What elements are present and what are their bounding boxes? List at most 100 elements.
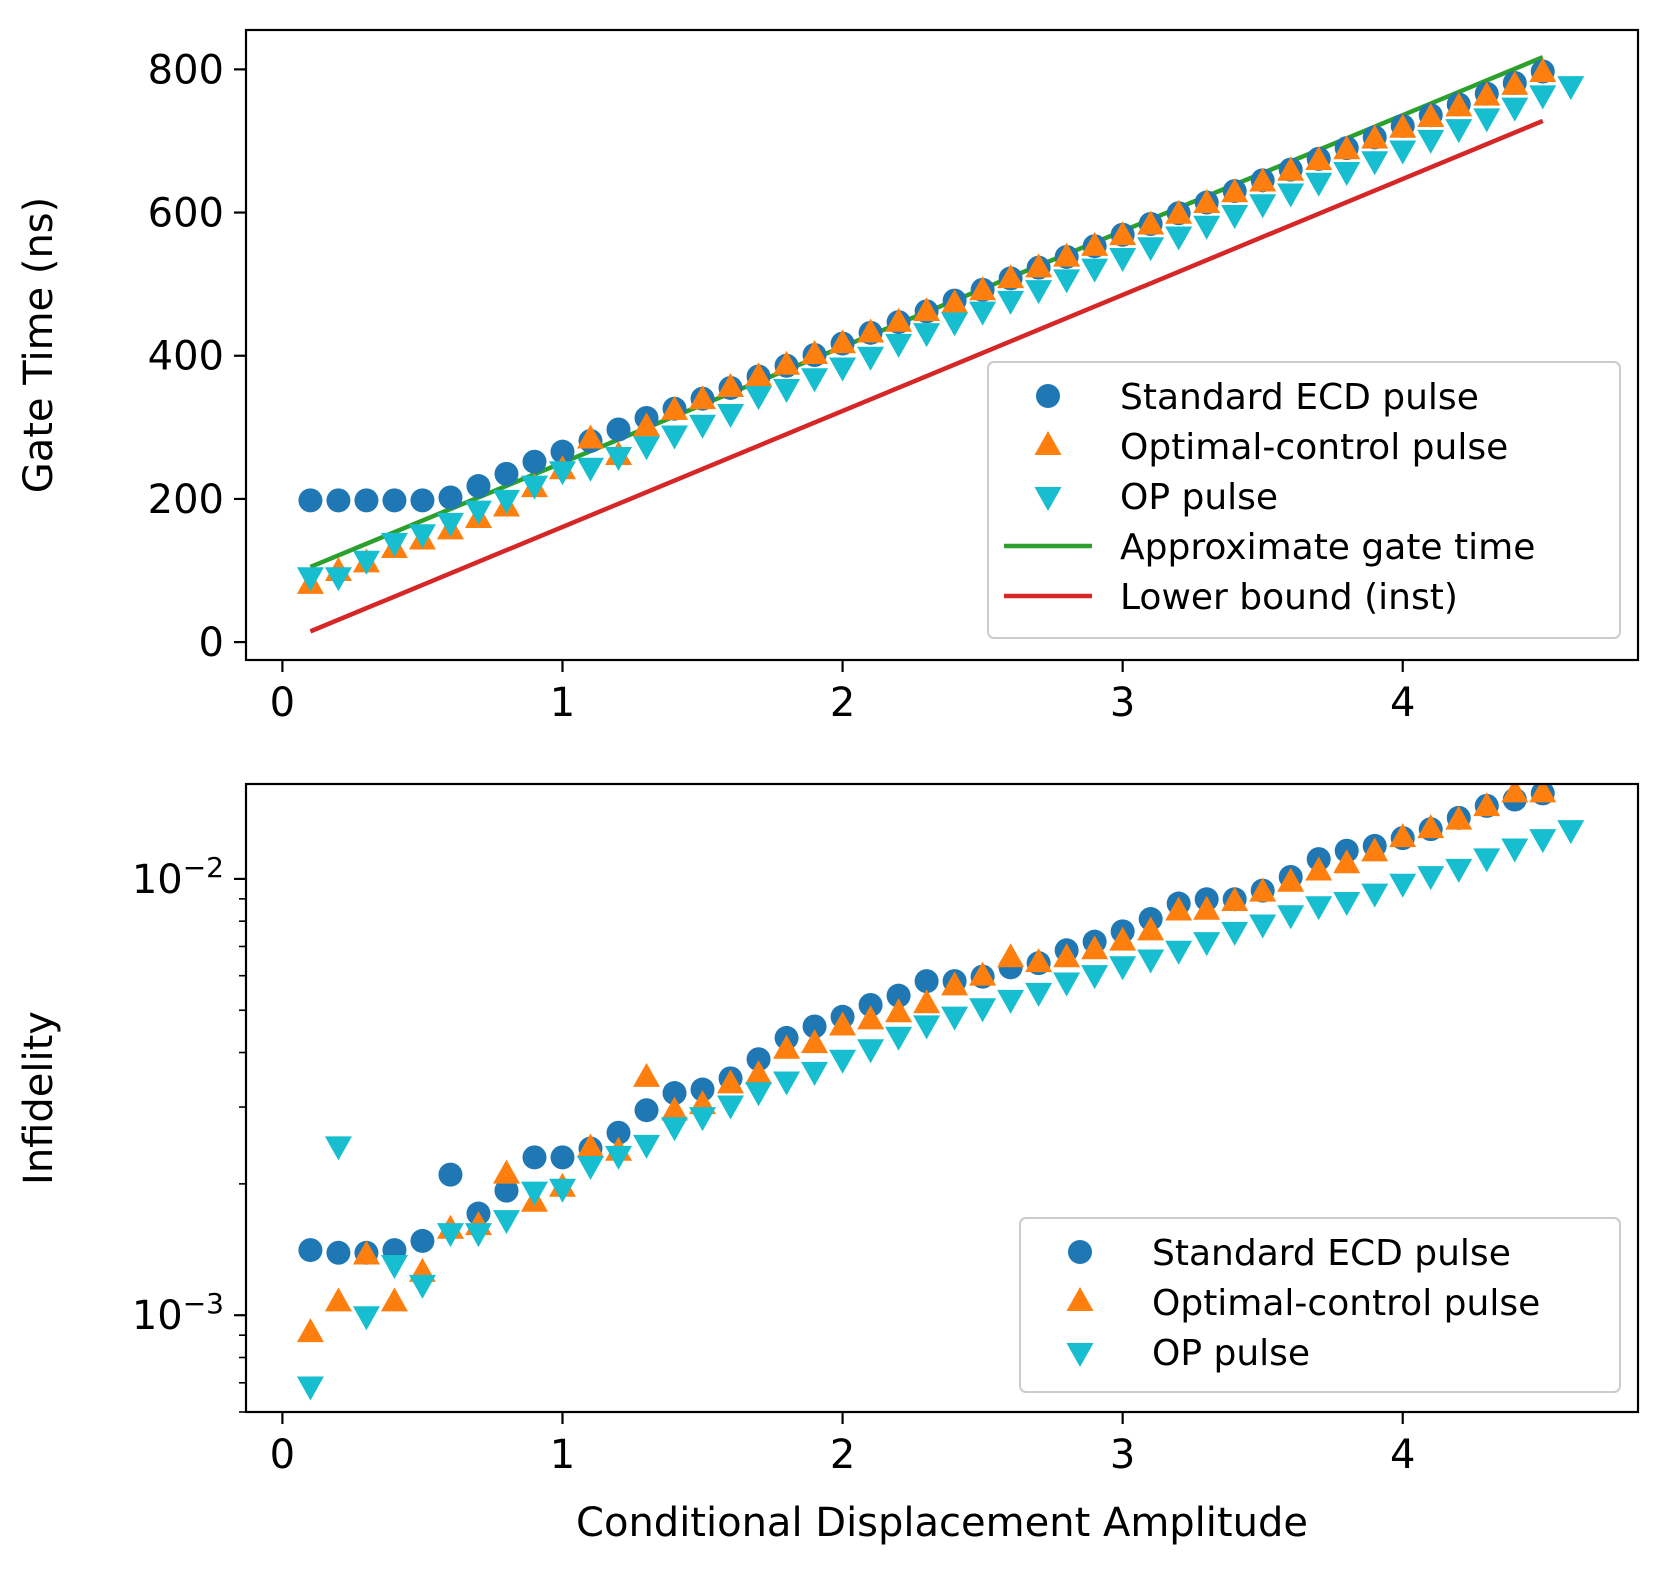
point-op-pulse [801,1061,829,1086]
point-op-pulse [1109,247,1137,272]
y-tick-base: 10 [132,857,183,903]
point-optimal-control-pulse [1361,837,1389,862]
point-op-pulse [408,1274,436,1299]
point-op-pulse [773,378,801,403]
point-op-pulse [745,1082,773,1107]
point-standard-ecd-pulse [522,449,547,474]
point-op-pulse [520,1181,548,1206]
point-op-pulse [1221,204,1249,229]
point-op-pulse [492,489,520,514]
point-op-pulse [1305,172,1333,197]
point-op-pulse [1557,820,1585,845]
point-op-pulse [548,461,576,486]
point-standard-ecd-pulse [886,983,911,1008]
y-tick-label: 10−2 [132,851,224,903]
point-op-pulse [436,512,464,537]
point-standard-ecd-pulse [522,1145,547,1170]
point-op-pulse [857,346,885,371]
point-optimal-control-pulse [1249,167,1277,192]
point-op-pulse [997,989,1025,1014]
point-optimal-control-pulse [661,1096,689,1121]
point-standard-ecd-pulse [326,1240,351,1265]
point-optimal-control-pulse [997,264,1025,289]
point-op-pulse [1193,215,1221,240]
point-op-pulse [969,998,997,1023]
point-op-pulse [1053,269,1081,294]
point-optimal-control-pulse [1417,814,1445,839]
point-op-pulse [605,446,633,471]
point-optimal-control-pulse [1417,103,1445,128]
point-op-pulse [1165,940,1193,965]
x-tick-label: 4 [1390,680,1415,726]
point-optimal-control-pulse [492,1159,520,1184]
point-op-pulse [1361,151,1389,176]
x-tick-label: 2 [830,1432,855,1478]
point-standard-ecd-pulse [550,1145,575,1170]
point-op-pulse [1305,896,1333,921]
point-standard-ecd-pulse [410,488,435,513]
point-op-pulse [576,1155,604,1180]
point-optimal-control-pulse [1249,877,1277,902]
point-optimal-control-pulse [1305,146,1333,171]
point-op-pulse [436,1223,464,1248]
point-op-pulse [296,1376,324,1401]
legend: Standard ECD pulse Optimal-control pulse O… [1019,1217,1621,1393]
point-standard-ecd-pulse [354,488,379,513]
point-op-pulse [1193,932,1221,957]
point-optimal-control-pulse [352,1240,380,1265]
point-optimal-control-pulse [1333,135,1361,160]
point-op-pulse [913,1015,941,1040]
point-optimal-control-pulse [1137,916,1165,941]
point-standard-ecd-pulse [690,1077,715,1102]
point-optimal-control-pulse [1053,242,1081,267]
point-op-pulse [941,1006,969,1031]
point-optimal-control-pulse [941,971,969,996]
point-optimal-control-pulse [576,1133,604,1158]
point-op-pulse [689,1107,717,1132]
point-optimal-control-pulse [745,1060,773,1085]
point-op-pulse [520,475,548,500]
legend-marker-standard-ecd-pulse [1068,1240,1092,1264]
point-optimal-control-pulse [941,289,969,314]
point-op-pulse [1165,226,1193,251]
point-optimal-control-pulse [1025,948,1053,973]
x-tick-label: 2 [830,680,855,726]
point-optimal-control-pulse [829,329,857,354]
point-op-pulse [1529,829,1557,854]
point-op-pulse [745,386,773,411]
x-tick-label: 0 [270,1432,295,1478]
point-op-pulse [717,404,745,429]
point-op-pulse [352,1306,380,1331]
point-op-pulse [464,500,492,525]
point-optimal-control-pulse [1165,896,1193,921]
point-optimal-control-pulse [1193,188,1221,213]
point-standard-ecd-pulse [298,1238,323,1263]
point-optimal-control-pulse [380,1287,408,1312]
point-op-pulse [997,290,1025,315]
point-optimal-control-pulse [1193,895,1221,920]
point-optimal-control-pulse [773,1034,801,1059]
point-optimal-control-pulse [885,998,913,1023]
point-optimal-control-pulse [857,1005,885,1030]
point-op-pulse [380,532,408,557]
point-op-pulse [1137,949,1165,974]
legend-label-optimal-control-pulse: Optimal-control pulse [1152,1283,1540,1324]
point-optimal-control-pulse [969,961,997,986]
axes-frame [244,28,1640,662]
axes-frame [244,782,1640,1414]
point-op-pulse [661,425,689,450]
y-tick-label: 800 [148,47,224,93]
point-op-pulse [408,524,436,549]
point-op-pulse [1025,280,1053,305]
point-optimal-control-pulse [857,318,885,343]
point-op-pulse [1025,982,1053,1007]
point-optimal-control-pulse [1025,253,1053,278]
point-optimal-control-pulse [969,276,997,301]
point-optimal-control-pulse [1221,178,1249,203]
point-op-pulse [1249,914,1277,939]
point-optimal-control-pulse [717,1069,745,1094]
point-optimal-control-pulse [801,1029,829,1054]
point-standard-ecd-pulse [438,1162,463,1187]
legend-marker-optimal-control-pulse [1066,1287,1094,1311]
legend-box [1019,1217,1621,1393]
